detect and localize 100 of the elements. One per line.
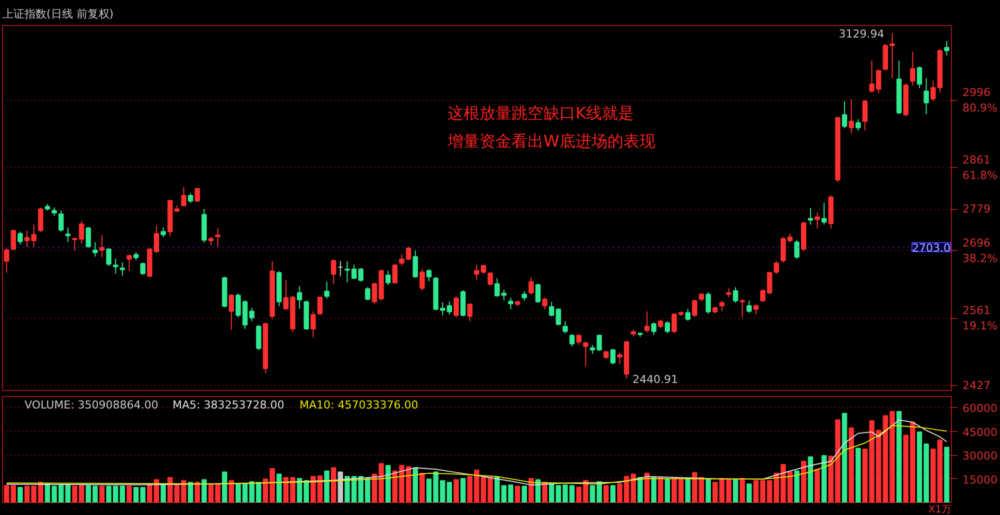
candlestick: [112, 258, 118, 274]
bar: [446, 482, 452, 502]
candlestick: [924, 78, 929, 115]
chart-title: 上证指数(日线 前复权): [2, 8, 114, 20]
y-tick-label: 30000: [962, 450, 998, 463]
bar: [460, 478, 466, 502]
candlestick: [726, 288, 732, 298]
y-tick-label: 45000: [962, 426, 998, 439]
bar: [746, 483, 752, 502]
candlestick: [753, 304, 759, 315]
bar: [338, 471, 344, 502]
candlestick: [746, 300, 752, 314]
bar: [651, 477, 656, 502]
bar: [18, 486, 23, 502]
candlestick: [842, 100, 848, 129]
candlestick: [542, 297, 548, 310]
candlestick: [706, 292, 711, 314]
text: MA5: 383253728.00: [172, 398, 284, 412]
bar: [276, 474, 282, 502]
bar: [842, 412, 848, 502]
candlestick: [160, 227, 166, 238]
candlestick: [310, 310, 316, 338]
bar: [188, 482, 194, 502]
candlestick: [412, 250, 418, 278]
candlestick: [58, 210, 64, 232]
candlestick: [126, 254, 132, 272]
candlestick: [501, 289, 507, 301]
bar: [685, 478, 690, 502]
candlestick: [644, 310, 650, 333]
y-tick-label: 2861 61.8%: [962, 154, 998, 182]
bar: [808, 456, 814, 502]
candlestick: [18, 231, 23, 246]
bar: [514, 486, 520, 502]
candlestick: [910, 51, 916, 86]
bar: [896, 411, 902, 502]
candlestick: [120, 262, 126, 276]
candlestick: [208, 236, 214, 246]
candlestick: [944, 40, 950, 56]
candlestick: [740, 298, 745, 318]
candlestick: [685, 308, 690, 322]
bar: [99, 486, 105, 502]
candlestick: [719, 300, 725, 312]
bar: [160, 483, 166, 502]
text: MA10: 457033376.00: [300, 398, 418, 412]
candlestick: [106, 248, 112, 267]
candlestick: [548, 301, 554, 317]
bar: [10, 485, 16, 502]
annotation: 3129.94: [838, 28, 884, 41]
bar: [412, 467, 418, 502]
candlestick: [794, 240, 800, 260]
candlestick: [392, 264, 398, 284]
bar: [120, 486, 126, 502]
candlestick: [86, 226, 91, 249]
candlestick: [528, 276, 534, 296]
candlestick: [426, 268, 432, 282]
y-tick-label: 2427: [962, 378, 990, 392]
bar: [194, 482, 200, 502]
y-tick-label: 2561 19.1%: [962, 304, 998, 333]
candlestick: [692, 299, 698, 318]
candlestick: [467, 302, 472, 322]
candlestick: [774, 260, 780, 274]
bar: [603, 485, 609, 502]
candlestick: [194, 187, 200, 202]
candlestick: [576, 334, 582, 346]
candlestick: [10, 229, 16, 251]
candlestick: [508, 297, 514, 310]
candlestick: [324, 281, 330, 300]
bar: [814, 468, 820, 502]
candlestick: [296, 286, 302, 310]
bar: [610, 485, 616, 502]
bar: [548, 483, 554, 502]
candlestick: [930, 80, 936, 102]
candlestick: [890, 32, 895, 79]
annotation: 这根放量跳空缺口K线就是增量资金看出W底进场的表现: [446, 104, 656, 150]
candlestick: [228, 294, 234, 330]
candlestick: [862, 99, 868, 131]
candlestick: [808, 208, 814, 226]
y-tick-label: 15000: [962, 473, 998, 486]
bar: [712, 482, 718, 502]
bar: [930, 448, 936, 502]
candlestick: [446, 300, 452, 316]
candlestick: [385, 270, 391, 286]
bar: [385, 464, 391, 502]
candlestick: [256, 324, 262, 351]
bar: [937, 440, 943, 502]
bar: [420, 472, 425, 502]
bar: [794, 470, 800, 502]
candlestick: [522, 290, 527, 302]
bar: [848, 427, 854, 502]
candlestick: [454, 296, 459, 318]
candlestick: [65, 227, 71, 243]
bar: [740, 478, 745, 502]
bar: [330, 467, 336, 502]
candlestick: [188, 192, 194, 204]
candlestick: [732, 286, 738, 304]
candlestick: [330, 259, 336, 284]
candlestick: [651, 322, 656, 336]
y-tick-label: 60000: [962, 402, 998, 416]
candlestick: [488, 272, 493, 286]
bar: [638, 477, 643, 502]
